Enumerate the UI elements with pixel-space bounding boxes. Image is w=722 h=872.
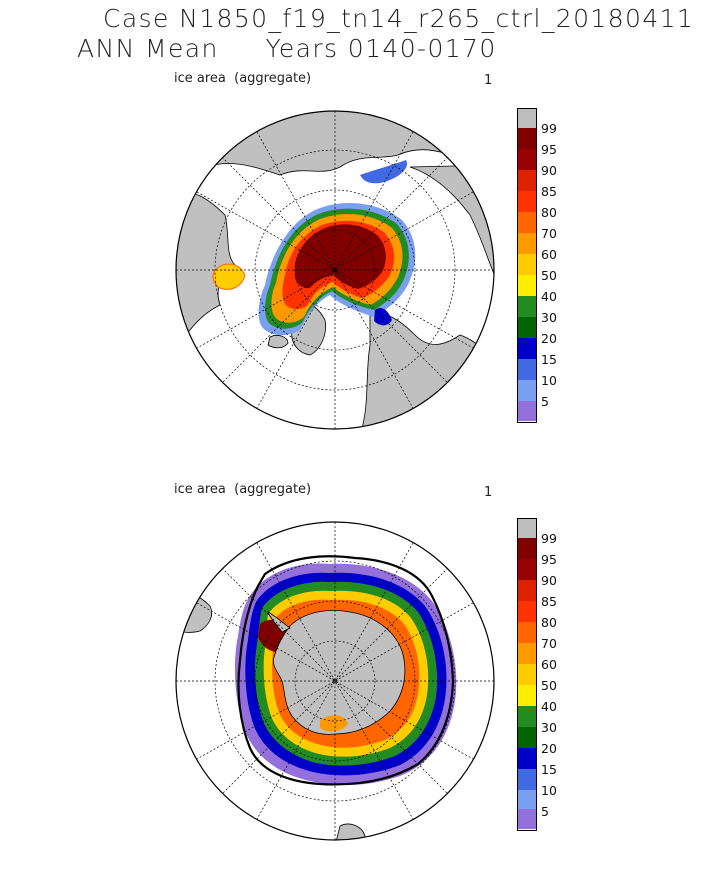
north-colorbar: [517, 108, 537, 423]
south-colorbar-level-10: [517, 643, 537, 664]
north-map-boundary: [175, 110, 495, 430]
north-colorbar-level-8: [517, 275, 537, 296]
north-tick-50: 50: [541, 268, 557, 283]
north-tick-70: 70: [541, 226, 557, 241]
north-colorbar-level-9: [517, 254, 537, 275]
south-colorbar-nodata: [517, 518, 537, 538]
south-land-antarctica: [273, 610, 406, 735]
north-field-label: ice area (aggregate): [174, 71, 312, 86]
north-land-iceland: [267, 335, 289, 349]
north-tick-10: 10: [541, 373, 557, 388]
south-colorbar-level-15: [517, 538, 537, 559]
south-colorbar-level-3: [517, 790, 537, 809]
north-ice-99: [295, 224, 386, 289]
south-colorbar: [517, 518, 537, 831]
south-map-boundary: [175, 521, 495, 841]
north-tick-90: 90: [541, 163, 557, 178]
south-tick-40: 40: [541, 699, 557, 714]
south-tick-90: 90: [541, 573, 557, 588]
south-colorbar-level-2: [517, 809, 537, 829]
north-tick-15: 15: [541, 352, 557, 367]
north-tick-5: 5: [541, 394, 549, 409]
south-land-peninsula: [267, 611, 291, 633]
south-tick-60: 60: [541, 657, 557, 672]
north-tick-99: 99: [541, 121, 557, 136]
north-tick-40: 40: [541, 289, 557, 304]
south-colorbar-level-5: [517, 748, 537, 769]
north-colorbar-level-11: [517, 212, 537, 233]
north-colorbar-level-4: [517, 359, 537, 380]
south-colorbar-level-4: [517, 769, 537, 790]
south-colorbar-level-9: [517, 664, 537, 685]
south-tick-10: 10: [541, 783, 557, 798]
north-colorbar-level-14: [517, 149, 537, 170]
south-colorbar-level-13: [517, 580, 537, 601]
south-tick-50: 50: [541, 678, 557, 693]
south-tick-20: 20: [541, 741, 557, 756]
north-colorbar-level-15: [517, 128, 537, 149]
north-ice-barents-fringe: [374, 308, 392, 326]
north-tick-30: 30: [541, 310, 557, 325]
south-polar-map: [175, 521, 495, 841]
south-tick-99: 99: [541, 531, 557, 546]
south-tick-85: 85: [541, 594, 557, 609]
title-line-2: ANN Mean Years 0140-0170: [77, 34, 497, 63]
north-tick-20: 20: [541, 331, 557, 346]
north-colorbar-level-6: [517, 317, 537, 338]
south-land-australia-nz: [334, 823, 366, 840]
north-colorbar-level-13: [517, 170, 537, 191]
north-colorbar-nodata: [517, 108, 537, 128]
south-colorbar-level-11: [517, 622, 537, 643]
north-tick-60: 60: [541, 247, 557, 262]
south-colorbar-level-14: [517, 559, 537, 580]
north-colorbar-level-5: [517, 338, 537, 359]
title-line-1: Case N1850_f19_tn14_r265_ctrl_20180411: [103, 4, 695, 33]
north-tick-85: 85: [541, 184, 557, 199]
north-ice-bering-fringe: [360, 160, 408, 184]
north-tick-80: 80: [541, 205, 557, 220]
south-tick-95: 95: [541, 552, 557, 567]
south-ross-sea: [320, 715, 348, 732]
south-tick-5: 5: [541, 804, 549, 819]
north-units-label: 1: [484, 73, 493, 88]
north-colorbar-level-7: [517, 296, 537, 317]
north-colorbar-level-2: [517, 401, 537, 421]
south-colorbar-level-7: [517, 706, 537, 727]
south-field-label: ice area (aggregate): [174, 482, 312, 497]
south-tick-80: 80: [541, 615, 557, 630]
north-polar-map: [175, 110, 495, 430]
north-colorbar-level-12: [517, 191, 537, 212]
south-colorbar-level-12: [517, 601, 537, 622]
south-units-label: 1: [484, 485, 493, 500]
south-tick-70: 70: [541, 636, 557, 651]
north-colorbar-level-10: [517, 233, 537, 254]
south-tick-15: 15: [541, 762, 557, 777]
south-tick-30: 30: [541, 720, 557, 735]
south-colorbar-level-8: [517, 685, 537, 706]
south-colorbar-level-6: [517, 727, 537, 748]
north-ice-hudson: [212, 263, 246, 290]
north-tick-95: 95: [541, 142, 557, 157]
north-colorbar-level-3: [517, 380, 537, 401]
